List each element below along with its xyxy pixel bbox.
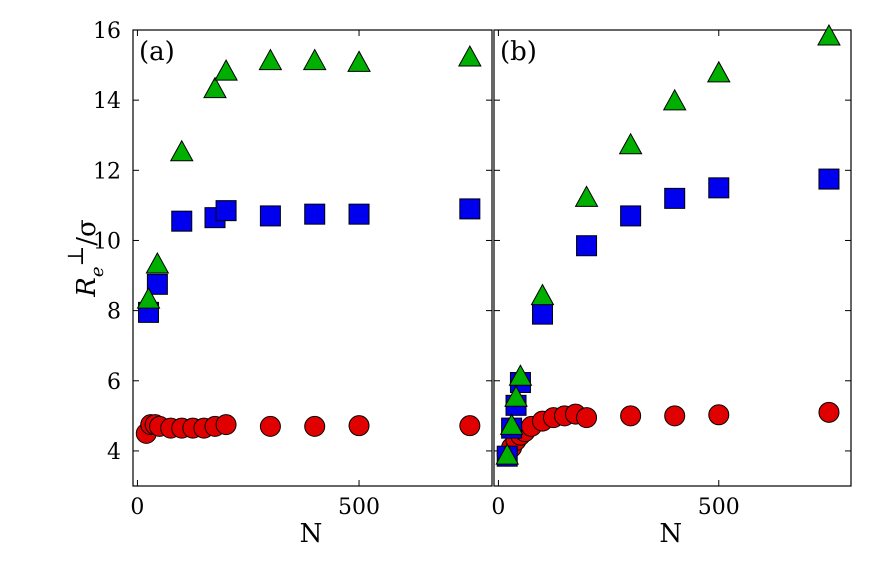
square-point: [818, 168, 840, 190]
square-point: [620, 205, 642, 227]
circle-point: [304, 415, 326, 437]
y-tick-label: 10: [93, 229, 121, 254]
panel-b-x-axis-label: N: [659, 519, 682, 549]
square-point: [531, 303, 553, 325]
square-point: [664, 187, 686, 209]
y-axis-label-sigma: /σ: [72, 219, 102, 246]
triangle-point: [347, 50, 371, 72]
y-axis-label: Re⊥/σ: [64, 219, 108, 297]
square-point: [215, 200, 237, 222]
y-tick-label: 14: [93, 89, 121, 114]
panel-b-label: (b): [500, 37, 537, 67]
square-point: [259, 205, 281, 227]
circle-point: [664, 405, 686, 427]
triangle-point: [499, 413, 524, 435]
x-tick-label: 0: [491, 495, 505, 520]
square-point: [171, 210, 193, 232]
triangle-point: [530, 283, 555, 306]
y-tick-label: 8: [107, 300, 121, 325]
triangle-point: [302, 48, 327, 71]
triangle-point: [136, 287, 161, 309]
square-point: [459, 198, 481, 220]
circle-point: [215, 414, 237, 436]
square-point: [708, 177, 730, 199]
square-point: [348, 203, 370, 225]
triangle-point: [706, 60, 731, 83]
panel-a-x-axis-label: N: [300, 519, 323, 549]
triangle-point: [214, 59, 238, 81]
y-tick-label: 4: [107, 440, 121, 465]
triangle-point: [258, 48, 283, 71]
triangle-point: [169, 139, 194, 162]
triangle-point: [817, 23, 841, 46]
triangle-point: [203, 76, 227, 99]
triangle-point: [495, 443, 520, 465]
y-axis-label-subscript: e: [87, 266, 108, 277]
panel-a-label: (a): [139, 37, 175, 67]
panel-b: 0 500 (b) N: [491, 23, 852, 549]
triangle-point: [457, 45, 482, 67]
triangle-point: [504, 385, 528, 407]
panel-a-frame: [132, 29, 493, 487]
circle-point: [259, 415, 281, 437]
circle-point: [459, 415, 481, 437]
circle-point: [620, 405, 642, 427]
y-axis-label-perp: ⊥: [64, 246, 89, 267]
x-tick-label: 500: [338, 495, 380, 520]
y-tick-label: 6: [107, 370, 121, 395]
triangle-point: [618, 132, 643, 155]
panel-a: 0 500 (a) N: [130, 29, 493, 549]
x-tick-label: 500: [698, 495, 740, 520]
y-axis-label-r: R: [72, 277, 102, 298]
circle-point: [708, 404, 730, 426]
y-tick-label: 12: [93, 159, 121, 184]
square-point: [304, 203, 326, 225]
circle-point: [348, 415, 370, 437]
triangle-point: [662, 88, 687, 111]
triangle-point: [508, 364, 533, 386]
triangle-point: [145, 251, 170, 274]
y-tick-label: 16: [93, 19, 121, 44]
circle-point: [818, 401, 840, 423]
panel-b-frame: [493, 29, 852, 487]
triangle-point: [574, 185, 599, 207]
circle-point: [576, 407, 598, 429]
square-point: [146, 273, 168, 295]
x-tick-label: 0: [130, 495, 144, 520]
square-point: [576, 235, 598, 257]
